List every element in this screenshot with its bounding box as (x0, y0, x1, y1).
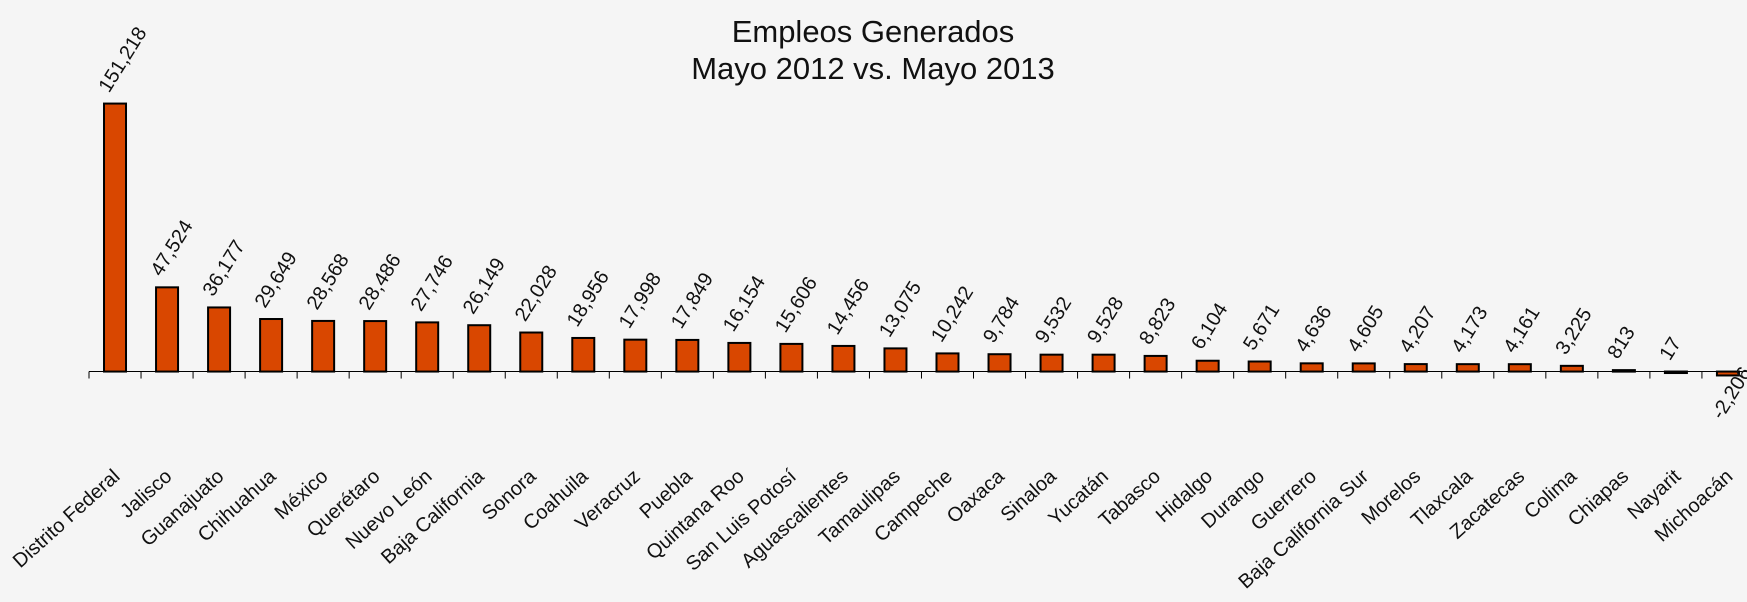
bar (1299, 362, 1324, 373)
bar (1611, 369, 1636, 373)
value-label: 28,486 (355, 250, 406, 314)
value-label: 8,823 (1135, 294, 1180, 348)
bar (467, 324, 492, 373)
chart-title: Empleos Generados (732, 14, 1015, 49)
value-label: 9,532 (1031, 293, 1076, 347)
bar (1143, 354, 1168, 373)
bar (1403, 363, 1428, 373)
bar (1507, 363, 1532, 373)
value-label: 28,568 (303, 250, 354, 314)
value-label: 4,605 (1343, 302, 1388, 356)
bar (1663, 370, 1688, 375)
value-label: 9,528 (1083, 293, 1128, 347)
value-label: 15,606 (771, 273, 822, 337)
chart-subtitle: Mayo 2012 vs. Mayo 2013 (691, 51, 1055, 86)
bar (623, 338, 648, 373)
value-label: 4,161 (1499, 303, 1544, 357)
bar (675, 338, 700, 373)
value-label: 29,649 (251, 248, 302, 312)
value-label: 17 (1655, 334, 1685, 365)
bar (415, 321, 440, 373)
value-label: 17,998 (615, 269, 666, 333)
value-label: 4,636 (1291, 302, 1336, 356)
x-tick-label: Oaxaca (943, 465, 1010, 528)
value-label: 13,075 (875, 277, 926, 341)
value-label: 4,207 (1395, 303, 1440, 357)
value-label: 10,242 (927, 283, 978, 347)
bar (363, 320, 388, 373)
x-tick-label: Distrito Federal (9, 465, 124, 572)
value-label: 47,524 (147, 216, 198, 280)
bar (727, 341, 752, 373)
value-label: 4,173 (1447, 303, 1492, 357)
bar (259, 318, 284, 373)
value-label: 813 (1603, 323, 1639, 363)
bar (155, 286, 180, 373)
value-label: 26,149 (459, 254, 510, 318)
bar (519, 331, 544, 373)
value-label: 16,154 (719, 272, 770, 336)
value-label: 36,177 (199, 237, 250, 301)
value-label: 27,746 (407, 251, 458, 315)
value-label: 3,225 (1551, 304, 1596, 358)
value-label: 6,104 (1187, 299, 1232, 353)
bar (1039, 353, 1064, 373)
bar (987, 353, 1012, 373)
bar (831, 344, 856, 373)
bar (1351, 362, 1376, 373)
bar (883, 347, 908, 373)
bar (1559, 364, 1584, 373)
bar (1455, 363, 1480, 373)
bar (1715, 370, 1740, 377)
bar (311, 319, 336, 373)
value-label: 5,671 (1239, 300, 1284, 354)
bar (935, 352, 960, 373)
value-label: 18,956 (563, 267, 614, 331)
bar (1195, 359, 1220, 373)
value-label: 9,784 (979, 293, 1024, 347)
bar (779, 342, 804, 373)
value-label: 151,218 (95, 23, 152, 96)
bar (1247, 360, 1272, 373)
value-label: 14,456 (823, 275, 874, 339)
bar (1091, 353, 1116, 373)
bar (571, 336, 596, 373)
value-label: 17,849 (667, 269, 718, 333)
bar (103, 102, 128, 373)
bar (207, 306, 232, 373)
value-label: 22,028 (511, 262, 562, 326)
